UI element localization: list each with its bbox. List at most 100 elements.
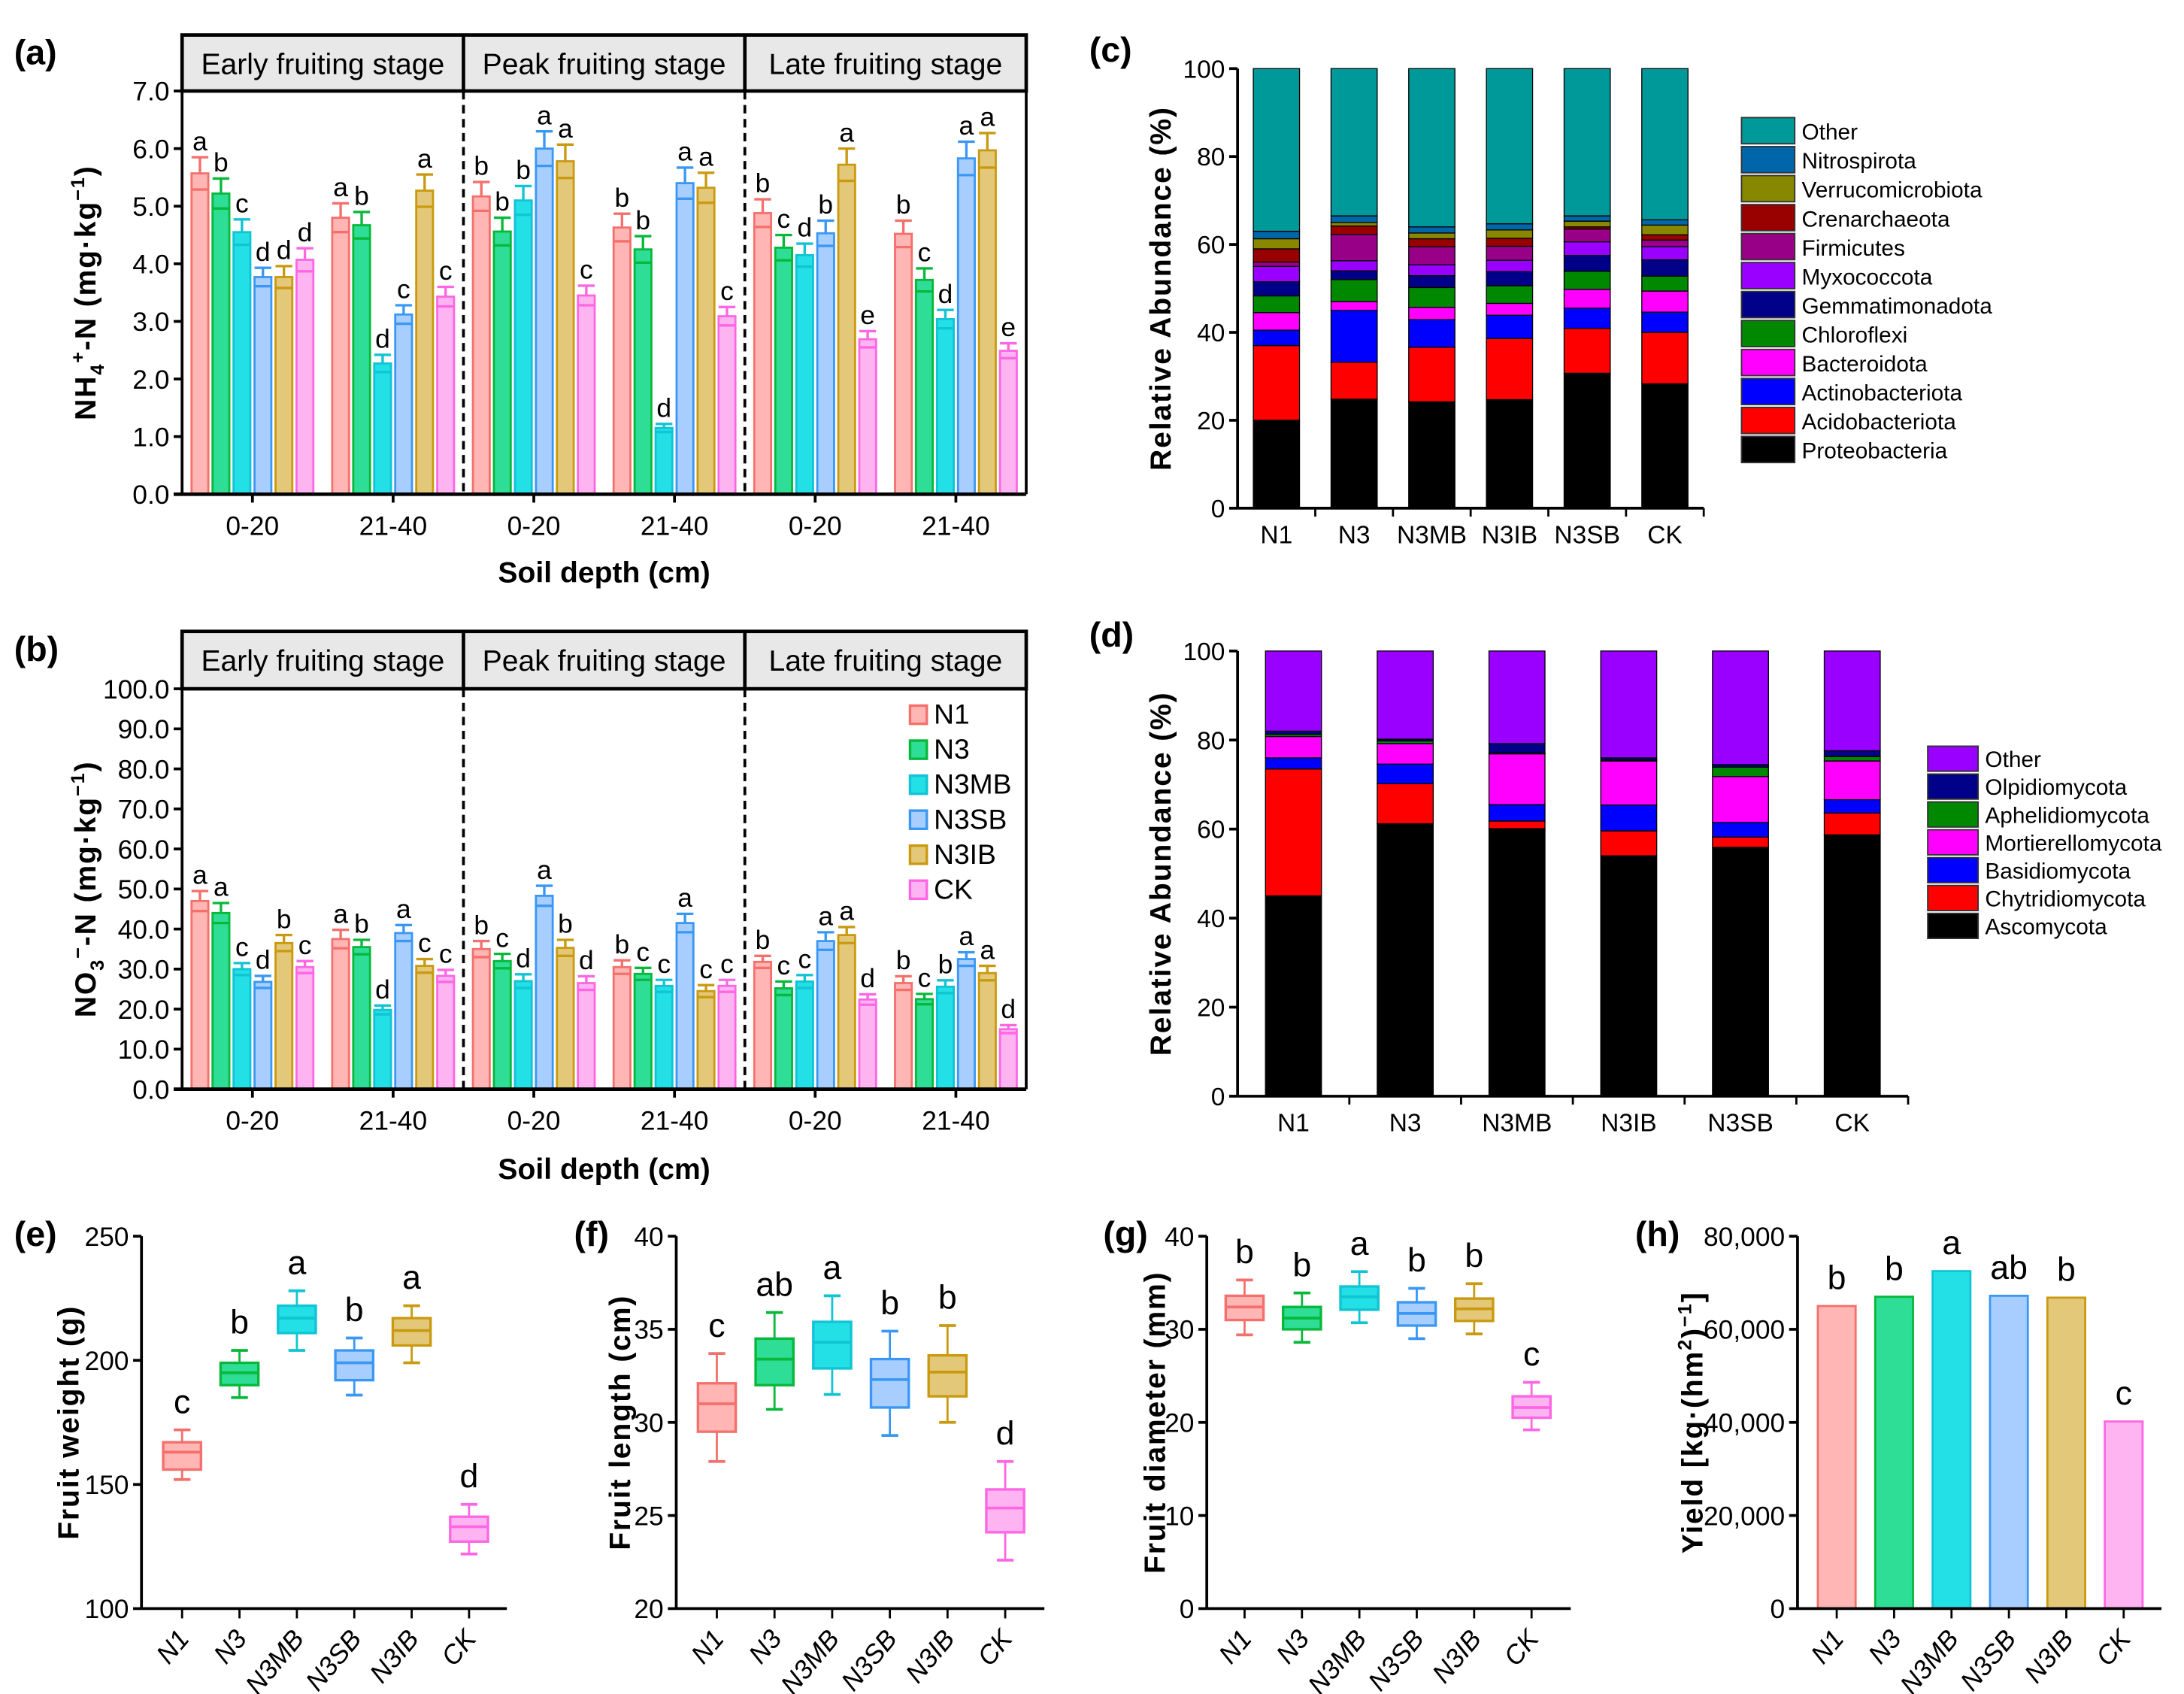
y-tick-label: 10.0	[118, 1035, 170, 1065]
box-CK	[985, 1488, 1025, 1534]
bar-N3	[211, 911, 231, 1091]
legend-label: Crenarchaeota	[1802, 207, 1950, 232]
label-part: )	[1677, 1327, 1709, 1338]
legend-label: Firmicutes	[1802, 236, 1905, 261]
x-tick-label: N3	[1863, 1624, 1907, 1669]
y-tick-label: 60	[1197, 817, 1225, 844]
significance-letter: a	[417, 144, 432, 174]
x-tick-label: 0-20	[507, 1107, 561, 1136]
significance-letter: a	[214, 873, 229, 902]
y-tick-label: 40	[1165, 1223, 1194, 1252]
stack-segment-Myxococcota	[1641, 246, 1689, 261]
stack-segment-Ascomycota	[1600, 855, 1658, 1097]
label-part: ]	[1677, 1291, 1709, 1302]
bar-N1	[894, 232, 913, 495]
stack-segment-Other	[1486, 68, 1534, 225]
x-tick-label: 21-40	[641, 511, 708, 541]
legend-swatch	[1740, 290, 1796, 319]
bar-N1	[471, 195, 491, 495]
stack-segment-Gemmatimonadota	[1408, 274, 1455, 289]
stack-segment-Mortierellomycota	[1600, 760, 1658, 806]
y-axis-title: Fruit length (cm)	[604, 1295, 637, 1550]
x-tick-label: N1	[1260, 521, 1292, 549]
legend-swatch	[1740, 232, 1796, 261]
panel-label: (a)	[14, 33, 57, 72]
x-tick-label: N3SB	[1554, 521, 1620, 549]
bar-N3	[352, 946, 371, 1091]
x-tick-label: N3SB	[1363, 1624, 1430, 1694]
bar-N3MB	[513, 199, 533, 495]
panel-label: (h)	[1635, 1214, 1680, 1253]
significance-letter: a	[287, 1244, 306, 1281]
legend-swatch	[908, 774, 928, 795]
stack-segment-Crenarchaeota	[1486, 238, 1534, 247]
x-tick-label: N3IB	[900, 1624, 960, 1688]
x-tick-label: 21-40	[922, 1107, 989, 1136]
significance-letter: c	[708, 1308, 725, 1344]
x-tick-label: N3MB	[1482, 1109, 1552, 1137]
bar-N3IB	[556, 160, 575, 495]
y-axis-title: NO3−-N (mg·kg−1)	[68, 760, 108, 1017]
stack-segment-Proteobacteria	[1641, 383, 1689, 509]
stack-segment-Other	[1377, 650, 1434, 740]
stack-segment-Aphelidiomycota	[1823, 756, 1881, 762]
stack-segment-Firmicutes	[1641, 239, 1689, 247]
x-tick-label: 0-20	[226, 511, 279, 541]
stack-segment-Basidiomycota	[1377, 763, 1434, 784]
stack-segment-Firmicutes	[1330, 234, 1378, 262]
legend-swatch	[908, 879, 928, 901]
y-tick-label: 80	[1197, 144, 1225, 171]
stack-segment-Nitrospirota	[1330, 215, 1378, 223]
stack-segment-Nitrospirota	[1641, 219, 1689, 226]
stack-segment-Ascomycota	[1488, 828, 1546, 1097]
stack-segment-Bacteroidota	[1641, 290, 1689, 313]
x-tick-label: N3	[1338, 521, 1371, 549]
legend-swatch	[1740, 262, 1796, 289]
stack-segment-Verrucomicrobiota	[1486, 229, 1534, 239]
stack-segment-Ascomycota	[1712, 847, 1769, 1097]
y-axis-title: Relative Abundance (%)	[1145, 691, 1177, 1056]
legend-swatch	[1927, 829, 1980, 856]
y-tick-label: 20	[1165, 1409, 1194, 1438]
x-tick-label: N3	[744, 1624, 788, 1669]
stack-segment-Olpidiomycota	[1823, 750, 1881, 757]
x-tick-label: N1	[1805, 1624, 1849, 1669]
legend-label: Basidiomycota	[1985, 859, 2131, 883]
stack-segment-Other	[1408, 68, 1455, 228]
significance-letter: a	[537, 101, 552, 130]
y-tick-label: 3.0	[132, 308, 169, 337]
stack-segment-Myxococcota	[1563, 241, 1611, 256]
y-tick-label: 90.0	[118, 715, 170, 744]
bar-N3	[352, 224, 371, 495]
label-part: −	[68, 946, 89, 959]
label-part: Yield [kg·(hm	[1677, 1350, 1709, 1553]
label-part: )	[70, 165, 102, 176]
bar-N3	[1874, 1296, 1914, 1610]
bar-N1	[331, 938, 350, 1091]
label-part: −1	[68, 771, 89, 796]
stack-segment-Nitrospirota	[1563, 215, 1611, 222]
significance-letter: a	[192, 861, 207, 890]
y-axis-title: Relative Abundance (%)	[1145, 106, 1177, 471]
significance-letter: a	[192, 127, 207, 156]
panel-label: (d)	[1089, 615, 1134, 654]
label-part: -N (mg·kg	[70, 796, 102, 946]
panel-a: (a) Early fruiting stage Peak fruiting sta…	[14, 33, 1028, 589]
bar-N3SB	[956, 157, 976, 495]
bar-N3IB	[696, 186, 716, 495]
y-tick-label: 100	[84, 1595, 129, 1624]
stack-segment-Other	[1712, 650, 1769, 765]
significance-letter: a	[980, 935, 995, 965]
y-tick-label: 2.0	[132, 365, 169, 395]
legend-label: Nitrospirota	[1802, 149, 1917, 174]
bar-N1	[331, 217, 350, 495]
significance-letter: d	[1001, 995, 1016, 1024]
bar-N3IB	[837, 934, 856, 1091]
significance-letter: b	[230, 1305, 249, 1341]
bar-CK	[858, 338, 877, 495]
bar-N3IB	[2046, 1296, 2086, 1610]
panel-e: (e) 100 150 200 250 Fruit weight (g) c b a b a d N1 N…	[14, 1214, 507, 1694]
